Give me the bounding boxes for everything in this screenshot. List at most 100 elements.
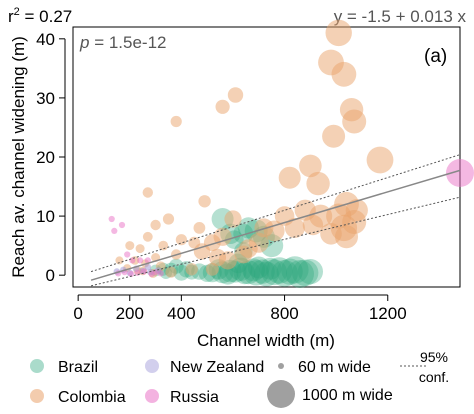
point-colombia — [227, 87, 244, 103]
equation-label: y = -1.5 + 0.013 x — [334, 7, 467, 26]
point-russia — [446, 159, 474, 187]
y-tick-label: 10 — [36, 207, 55, 226]
point-brazil — [243, 260, 269, 286]
y-tick-label: 20 — [36, 148, 55, 167]
point-colombia — [278, 166, 301, 189]
point-colombia — [302, 214, 324, 236]
plot-area — [72, 26, 461, 288]
point-russia — [157, 270, 164, 277]
point-colombia — [185, 263, 198, 276]
legend-swatch-colombia — [30, 389, 44, 403]
confidence-band-upper — [90, 154, 461, 273]
point-colombia — [345, 199, 368, 222]
point-colombia — [135, 244, 145, 254]
point-colombia — [306, 171, 330, 196]
legend-size-large — [267, 380, 295, 408]
point-colombia — [158, 240, 169, 251]
point-brazil — [259, 257, 282, 280]
legend-swatch-russia — [145, 389, 159, 403]
y-axis-label: Reach av. channel widening (m) — [9, 36, 28, 278]
point-colombia — [162, 213, 175, 225]
point-colombia — [205, 262, 219, 276]
y-tick-label: 0 — [46, 266, 55, 285]
legend-label-russia: Russia — [170, 389, 219, 406]
legend-swatch-brazil — [30, 359, 44, 373]
point-brazil — [276, 258, 303, 285]
legend-size-small-label: 60 m wide — [298, 359, 371, 376]
point-colombia — [170, 115, 182, 128]
point-colombia — [366, 146, 394, 174]
legend-size-large-label: 1000 m wide — [302, 387, 393, 404]
point-brazil — [266, 257, 293, 284]
p-value-label: p = 1.5e-12 — [79, 33, 167, 52]
point-brazil — [217, 263, 239, 285]
legend-size-small — [278, 363, 284, 369]
point-colombia — [322, 124, 346, 148]
point-colombia — [142, 187, 153, 198]
legend: Brazil Colombia New Zealand Russia 60 m … — [30, 349, 449, 408]
point-colombia — [125, 241, 135, 251]
r-squared-label: r2 = 0.27 — [8, 6, 72, 26]
point-brazil — [292, 259, 319, 286]
point-colombia — [234, 245, 253, 264]
point-russia — [137, 257, 144, 264]
point-colombia — [193, 222, 206, 234]
point-colombia — [193, 243, 211, 260]
fit-lines — [90, 154, 461, 287]
x-axis-label: Channel width (m) — [197, 331, 335, 350]
legend-label-brazil: Brazil — [58, 359, 98, 376]
point-colombia — [224, 210, 242, 228]
point-brazil — [261, 259, 288, 286]
point-russia — [144, 257, 151, 264]
point-brazil — [233, 223, 254, 244]
x-tick-label: 400 — [167, 304, 195, 323]
axes: 0 200 400 800 1200 0 10 20 30 40 — [36, 30, 407, 323]
point-colombia — [165, 266, 177, 278]
point-brazil — [281, 256, 309, 284]
point-colombia — [218, 251, 237, 270]
legend-swatch-new-zealand — [145, 359, 159, 373]
y-tick-label: 40 — [36, 30, 55, 49]
point-colombia — [175, 234, 187, 246]
point-brazil — [286, 260, 314, 288]
point-colombia — [325, 19, 352, 47]
point-colombia — [320, 223, 342, 245]
point-brazil — [233, 262, 256, 285]
point-new-zealand — [144, 263, 152, 271]
point-colombia — [254, 218, 274, 238]
point-brazil — [247, 256, 270, 279]
point-colombia — [342, 109, 367, 134]
point-russia — [111, 227, 118, 234]
point-russia — [124, 251, 131, 258]
point-colombia — [331, 61, 357, 87]
x-tick-label: 200 — [116, 304, 144, 323]
legend-label-new-zealand: New Zealand — [170, 359, 264, 376]
regression-line — [90, 169, 461, 281]
y-tick-label: 30 — [36, 89, 55, 108]
point-brazil — [242, 258, 266, 282]
point-brazil — [237, 217, 259, 239]
x-tick-label: 0 — [73, 304, 82, 323]
point-russia — [128, 270, 135, 278]
point-brazil — [254, 261, 279, 287]
legend-label-colombia: Colombia — [58, 389, 126, 406]
point-colombia — [115, 256, 124, 265]
data-points — [108, 19, 474, 288]
legend-conf-label-line2: conf. — [419, 369, 449, 385]
legend-conf-label-line1: 95% — [420, 349, 448, 365]
panel-label: (a) — [424, 46, 447, 67]
x-tick-label: 1200 — [369, 304, 407, 323]
point-colombia — [198, 195, 211, 208]
point-brazil — [297, 259, 323, 285]
x-tick-label: 800 — [270, 304, 298, 323]
point-russia — [108, 215, 115, 223]
confidence-band-lower — [90, 196, 461, 287]
point-colombia — [142, 231, 153, 242]
point-brazil — [236, 260, 261, 285]
point-brazil — [173, 264, 190, 281]
point-brazil — [271, 260, 298, 287]
point-colombia — [299, 154, 322, 178]
point-colombia — [150, 219, 161, 231]
point-colombia — [215, 99, 230, 114]
